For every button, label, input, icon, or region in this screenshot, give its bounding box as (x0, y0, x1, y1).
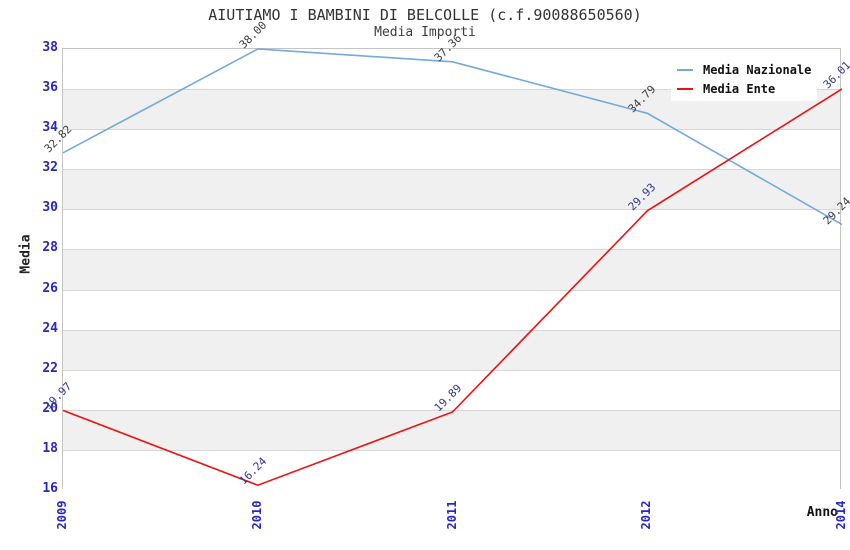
gridline (63, 290, 840, 291)
gridline (63, 89, 840, 90)
y-tick-label: 16 (42, 481, 58, 496)
x-tick-label: 2009 (55, 500, 69, 530)
y-tick-label: 32 (42, 160, 58, 175)
plot-band (63, 209, 840, 250)
gridline (63, 129, 840, 130)
legend: Media Nazionale Media Ente (671, 57, 818, 101)
y-tick-label: 38 (42, 40, 58, 55)
plot-band (63, 169, 840, 210)
y-tick-label: 22 (42, 361, 58, 376)
y-tick-label: 24 (42, 321, 58, 336)
legend-swatch (677, 87, 693, 90)
series-line-media-nazionale (62, 48, 843, 226)
series-lines (62, 48, 843, 487)
y-tick-label: 26 (42, 281, 58, 296)
plot-band (63, 449, 840, 490)
chart-subtitle: Media Importi (374, 25, 476, 40)
plot-area (62, 48, 843, 490)
gridline (63, 169, 840, 170)
gridline (63, 370, 840, 371)
legend-label: Media Ente (703, 81, 776, 96)
chart-title: AIUTIAMO I BAMBINI DI BELCOLLE (c.f.9008… (208, 6, 642, 24)
y-tick-label: 30 (42, 200, 58, 215)
gridline (63, 410, 840, 411)
x-tick-label: 2012 (639, 500, 653, 530)
series-line-media-ente (62, 88, 843, 487)
y-tick-label: 28 (42, 240, 58, 255)
y-tick-label: 20 (42, 401, 58, 416)
plot-band (63, 409, 840, 450)
x-tick-label: 2011 (445, 500, 459, 530)
legend-item-media-nazionale: Media Nazionale (677, 60, 811, 79)
x-tick-label: 2014 (834, 500, 848, 530)
legend-label: Media Nazionale (703, 62, 812, 77)
x-tick-label: 2010 (250, 500, 264, 530)
plot-band (63, 329, 840, 370)
gridline (63, 450, 840, 451)
y-tick-label: 36 (42, 80, 58, 95)
y-tick-label: 34 (42, 120, 58, 135)
y-tick-label: 18 (42, 441, 58, 456)
legend-swatch (677, 68, 693, 71)
gridline (63, 209, 840, 210)
x-axis-title: Anno (806, 505, 838, 520)
plot-band (63, 289, 840, 330)
gridline (63, 330, 840, 331)
legend-item-media-ente: Media Ente (677, 79, 811, 98)
gridline (63, 249, 840, 250)
plot-band (63, 249, 840, 290)
plot-band (63, 369, 840, 410)
